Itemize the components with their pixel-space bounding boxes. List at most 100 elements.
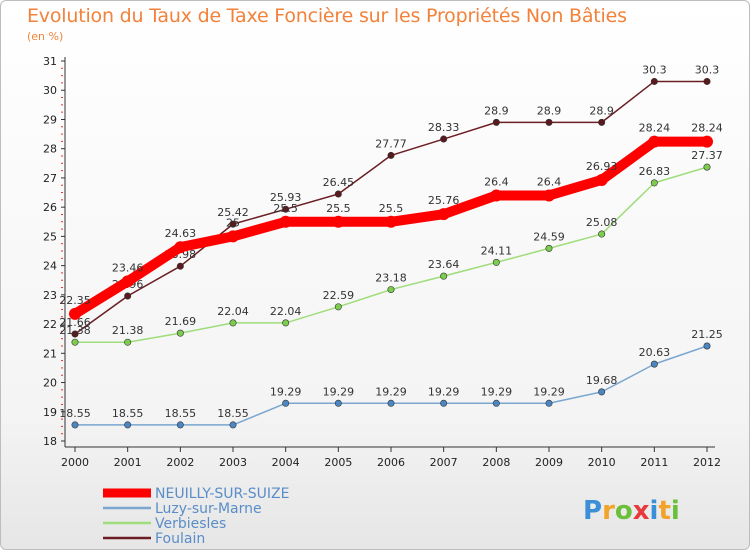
- data-point-foulain-2010: [598, 118, 606, 126]
- series-foulain: 21.6622.9623.9825.4225.9326.4527.7728.33…: [59, 63, 720, 338]
- x-tick-label-2010: 2010: [588, 456, 616, 469]
- data-point-verbiesles-2004: [282, 319, 290, 327]
- chart-title: Evolution du Taux de Taxe Foncière sur l…: [27, 5, 627, 27]
- data-label-verbiesles-2009: 24.59: [533, 230, 565, 243]
- x-tick-label-2005: 2005: [324, 456, 352, 469]
- logo-text: Proxiti: [583, 496, 680, 526]
- logo-letter: r: [602, 496, 615, 526]
- data-label-neuilly-sur-suize-2001: 23.46: [112, 261, 144, 274]
- data-point-verbiesles-2006: [387, 286, 395, 294]
- logo-letter: i: [650, 496, 659, 526]
- data-point-neuilly-sur-suize-2005: [332, 215, 345, 228]
- data-label-verbiesles-2003: 22.04: [217, 305, 249, 318]
- data-point-foulain-2008: [492, 118, 500, 126]
- axes: 18 19 20 21 22 23 24 25 26 27 28 29 30 31 2000 2001 2002…: [43, 55, 721, 469]
- data-label-neuilly-sur-suize-2006: 25.5: [379, 202, 404, 215]
- data-label-verbiesles-2008: 24.11: [481, 244, 513, 257]
- data-label-foulain-2008: 28.9: [484, 104, 509, 117]
- data-label-foulain-2009: 28.9: [537, 104, 562, 117]
- data-point-verbiesles-2003: [229, 319, 237, 327]
- data-label-foulain-2012: 30.3: [695, 63, 720, 76]
- data-label-verbiesles-2012: 27.37: [691, 149, 723, 162]
- y-tick-label-20: 20: [43, 377, 57, 390]
- series-neuilly-sur-suize: 22.35 23.46 24.63 25 25.5 25.5 25.5 25.76 26.4 26…: [59, 122, 723, 320]
- data-point-foulain-2003: [229, 220, 237, 228]
- data-point-foulain-2000: [71, 330, 79, 338]
- x-tick-label-2000: 2000: [61, 456, 89, 469]
- data-point-foulain-2006: [387, 151, 395, 159]
- data-point-luzy-sur-marne-2000: [71, 421, 79, 429]
- data-point-verbiesles-2008: [492, 258, 500, 266]
- logo-letter: t: [658, 496, 670, 526]
- x-tick-label-2004: 2004: [272, 456, 300, 469]
- data-point-neuilly-sur-suize-2009: [543, 189, 555, 202]
- data-label-foulain-2011: 30.3: [642, 63, 667, 76]
- data-point-neuilly-sur-suize-2002: [174, 241, 187, 254]
- data-label-foulain-2010: 28.9: [589, 104, 614, 117]
- data-label-luzy-sur-marne-2010: 19.68: [586, 374, 618, 387]
- y-tick-label-24: 24: [43, 260, 57, 273]
- data-point-foulain-2001: [124, 292, 132, 300]
- logo-letter: x: [633, 496, 650, 526]
- data-label-verbiesles-2005: 22.59: [323, 289, 355, 302]
- data-point-verbiesles-2009: [545, 244, 553, 252]
- y-tick-label-23: 23: [43, 289, 57, 302]
- logo-letter: P: [583, 496, 602, 526]
- data-label-luzy-sur-marne-2002: 18.55: [165, 407, 197, 420]
- data-point-neuilly-sur-suize-2012: [701, 135, 713, 148]
- y-tick-label-21: 21: [43, 347, 57, 360]
- legend-label-luzy-sur-marne: Luzy-sur-Marne: [155, 501, 262, 517]
- data-label-neuilly-sur-suize-2002: 24.63: [165, 227, 197, 240]
- data-label-verbiesles-2007: 23.64: [428, 258, 460, 271]
- data-point-foulain-2009: [545, 118, 553, 126]
- data-point-neuilly-sur-suize-2003: [227, 230, 239, 243]
- data-label-verbiesles-2011: 26.83: [639, 165, 671, 178]
- x-tick-label-2009: 2009: [535, 456, 563, 469]
- data-point-luzy-sur-marne-2005: [334, 399, 342, 407]
- data-point-foulain-2007: [440, 135, 448, 143]
- data-point-luzy-sur-marne-2009: [545, 399, 553, 407]
- data-point-luzy-sur-marne-2011: [650, 360, 658, 368]
- x-tick-label-2007: 2007: [430, 456, 458, 469]
- data-label-foulain-2000: 21.66: [59, 316, 91, 329]
- data-point-foulain-2012: [703, 77, 711, 85]
- x-tick-label-2003: 2003: [219, 456, 247, 469]
- legend-label-foulain: Foulain: [155, 531, 205, 547]
- data-label-luzy-sur-marne-2006: 19.29: [375, 385, 407, 398]
- x-tick-label-2011: 2011: [640, 456, 668, 469]
- data-label-verbiesles-2001: 21.38: [112, 324, 144, 337]
- data-point-verbiesles-2001: [124, 338, 132, 346]
- data-label-luzy-sur-marne-2007: 19.29: [428, 385, 460, 398]
- data-point-neuilly-sur-suize-2007: [437, 208, 450, 221]
- y-tick-label-28: 28: [43, 143, 57, 156]
- legend-label-neuilly-sur-suize: NEUILLY-SUR-SUIZE: [155, 486, 289, 502]
- data-point-luzy-sur-marne-2012: [703, 342, 711, 350]
- y-tick-label-18: 18: [43, 435, 57, 448]
- data-label-luzy-sur-marne-2003: 18.55: [217, 407, 249, 420]
- y-tick-label-27: 27: [43, 172, 57, 185]
- data-label-luzy-sur-marne-2009: 19.29: [533, 385, 565, 398]
- data-label-luzy-sur-marne-2004: 19.29: [270, 385, 302, 398]
- x-tick-label-2001: 2001: [114, 456, 142, 469]
- data-point-neuilly-sur-suize-2011: [648, 135, 661, 148]
- y-tick-label-26: 26: [43, 201, 57, 214]
- y-tick-label-22: 22: [43, 318, 57, 331]
- y-tick-label-25: 25: [43, 230, 57, 243]
- data-point-luzy-sur-marne-2002: [176, 421, 184, 429]
- data-point-neuilly-sur-suize-2004: [279, 215, 292, 228]
- data-label-foulain-2006: 27.77: [375, 137, 407, 150]
- series-luzy-sur-marne: 18.55 18.55 18.55 18.55 19.29 19.29 19.29 19.29…: [59, 328, 723, 429]
- data-point-verbiesles-2010: [598, 230, 606, 238]
- x-tick-label-2008: 2008: [482, 456, 510, 469]
- data-label-foulain-2003: 25.42: [217, 206, 249, 219]
- data-label-luzy-sur-marne-2008: 19.29: [481, 385, 513, 398]
- data-point-foulain-2005: [334, 190, 342, 198]
- x-tick-label-2002: 2002: [166, 456, 194, 469]
- data-label-neuilly-sur-suize-2012: 28.24: [691, 122, 723, 135]
- data-point-neuilly-sur-suize-2000: [69, 307, 81, 320]
- data-label-neuilly-sur-suize-2010: 26.93: [586, 160, 618, 173]
- data-label-verbiesles-2002: 21.69: [165, 315, 197, 328]
- data-point-luzy-sur-marne-2007: [440, 399, 448, 407]
- y-tick-label-29: 29: [43, 113, 57, 126]
- data-label-luzy-sur-marne-2005: 19.29: [323, 385, 355, 398]
